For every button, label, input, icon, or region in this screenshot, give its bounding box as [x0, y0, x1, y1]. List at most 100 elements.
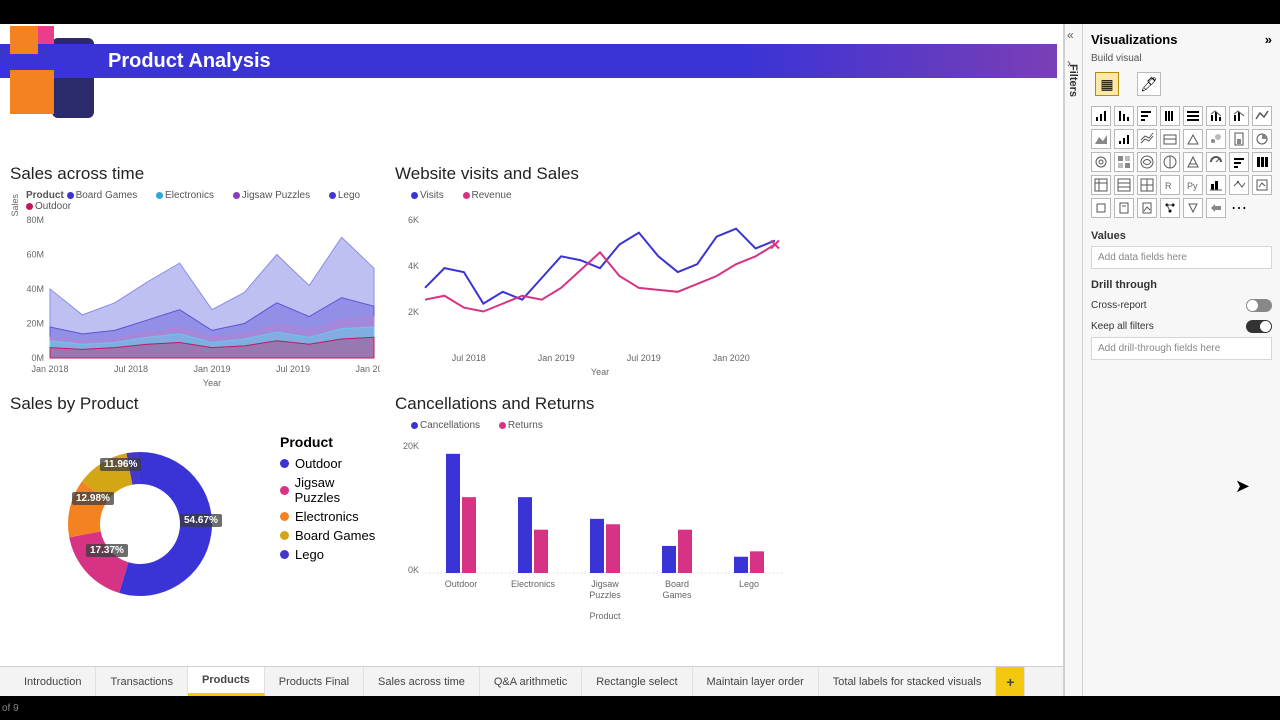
chart-title: Cancellations and Returns [395, 394, 795, 414]
expand-icon[interactable]: » [1265, 32, 1272, 47]
svg-text:4K: 4K [408, 261, 419, 271]
build-visual-icon[interactable]: ▦ [1095, 72, 1119, 96]
viz-type-icon[interactable] [1114, 175, 1134, 195]
chart-legend: Cancellations Returns [411, 420, 795, 431]
viz-type-icon[interactable] [1091, 106, 1111, 126]
svg-text:80M: 80M [26, 215, 44, 225]
svg-text:Year: Year [591, 367, 609, 377]
svg-text:Jan 2020: Jan 2020 [355, 364, 380, 374]
svg-text:Jan 2020: Jan 2020 [713, 353, 750, 363]
page-tabs: IntroductionTransactionsProductsProducts… [0, 666, 1063, 696]
viz-type-icon[interactable] [1137, 106, 1157, 126]
viz-type-icon[interactable] [1091, 198, 1111, 218]
viz-type-icon[interactable] [1183, 152, 1203, 172]
visualizations-pane: Visualizations » Build visual ▦ 🖊 RPy⋯ V… [1082, 24, 1280, 696]
svg-text:Games: Games [662, 590, 692, 600]
values-well[interactable]: Add data fields here [1091, 246, 1272, 269]
viz-type-icon[interactable] [1229, 129, 1249, 149]
svg-text:Electronics: Electronics [511, 579, 556, 589]
svg-text:0K: 0K [408, 565, 419, 575]
viz-type-icon[interactable] [1229, 175, 1249, 195]
svg-text:Jigsaw: Jigsaw [591, 579, 619, 589]
viz-type-icon[interactable] [1183, 129, 1203, 149]
values-label: Values [1091, 230, 1272, 242]
svg-text:2K: 2K [408, 307, 419, 317]
viz-type-icon[interactable] [1160, 198, 1180, 218]
svg-text:40M: 40M [26, 284, 44, 294]
viz-type-icon[interactable] [1137, 152, 1157, 172]
viz-type-icon[interactable] [1114, 106, 1134, 126]
svg-text:Jan 2019: Jan 2019 [193, 364, 230, 374]
viz-type-icon[interactable] [1229, 152, 1249, 172]
clustered-bar-chart: 20K0KOutdoorElectronicsJigsawPuzzlesBoar… [395, 433, 795, 623]
page-tab[interactable]: Sales across time [364, 667, 480, 696]
viz-type-icon[interactable] [1114, 152, 1134, 172]
viz-type-icon[interactable] [1206, 175, 1226, 195]
viz-type-icon[interactable] [1137, 129, 1157, 149]
chart-title: Website visits and Sales [395, 164, 785, 184]
svg-text:6K: 6K [408, 215, 419, 225]
viz-type-icon[interactable] [1137, 198, 1157, 218]
format-visual-icon[interactable]: 🖊 [1137, 72, 1161, 96]
donut-chart [10, 414, 220, 604]
svg-text:Year: Year [203, 378, 221, 388]
page-status: of 9 [2, 703, 19, 714]
page-tab[interactable]: Rectangle select [582, 667, 692, 696]
viz-type-icon[interactable] [1160, 106, 1180, 126]
viz-type-icon[interactable]: Py [1183, 175, 1203, 195]
chart-title: Sales across time [10, 164, 380, 184]
viz-type-icon[interactable] [1091, 152, 1111, 172]
keep-filters-toggle[interactable] [1246, 320, 1272, 333]
filters-pane-collapsed[interactable]: « › Filters [1064, 24, 1082, 696]
donut-legend: Product Outdoor Jigsaw Puzzles Electroni… [280, 434, 380, 566]
svg-text:60M: 60M [26, 250, 44, 260]
viz-type-icon[interactable] [1252, 152, 1272, 172]
page-tab[interactable]: Products [188, 667, 265, 696]
chart-title: Sales by Product [10, 394, 380, 414]
viz-type-icon[interactable] [1091, 175, 1111, 195]
page-tab[interactable]: Total labels for stacked visuals [819, 667, 997, 696]
viz-type-icon[interactable] [1229, 106, 1249, 126]
svg-text:Board: Board [665, 579, 689, 589]
viz-type-icon[interactable] [1183, 106, 1203, 126]
viz-type-icon[interactable] [1252, 129, 1272, 149]
viz-type-icon[interactable] [1160, 129, 1180, 149]
viz-type-icon[interactable] [1252, 106, 1272, 126]
chart-sales-by-product[interactable]: Sales by Product 54.67% 17.37% 12.98% 11… [10, 394, 380, 624]
page-tab[interactable]: Products Final [265, 667, 364, 696]
viz-type-icon[interactable] [1137, 175, 1157, 195]
page-tab[interactable]: Maintain layer order [693, 667, 819, 696]
viz-type-icon[interactable] [1114, 129, 1134, 149]
viz-type-icon[interactable] [1091, 129, 1111, 149]
more-visuals-icon[interactable]: ⋯ [1229, 198, 1249, 218]
filters-label: Filters [1067, 64, 1079, 97]
viz-type-icon[interactable] [1206, 152, 1226, 172]
area-chart: 80M60M40M20M0MJan 2018Jul 2018Jan 2019Ju… [10, 214, 380, 394]
svg-text:20M: 20M [26, 319, 44, 329]
page-tab[interactable]: Transactions [96, 667, 188, 696]
svg-text:Jul 2019: Jul 2019 [276, 364, 310, 374]
page-tab[interactable]: Q&A arithmetic [480, 667, 582, 696]
viz-type-icon[interactable] [1206, 129, 1226, 149]
cross-report-toggle[interactable] [1246, 299, 1272, 312]
visualization-gallery: RPy ⋯ [1089, 104, 1274, 220]
viz-type-icon[interactable] [1114, 198, 1134, 218]
svg-text:20K: 20K [403, 441, 419, 451]
chart-website-visits[interactable]: Website visits and Sales Visits Revenue … [395, 164, 785, 394]
page-title: Product Analysis [108, 50, 271, 72]
viz-type-icon[interactable]: R [1160, 175, 1180, 195]
drillthrough-label: Drill through [1091, 279, 1272, 291]
chart-sales-across-time[interactable]: Sales across time Product Board Games El… [10, 164, 380, 394]
viz-type-icon[interactable] [1252, 175, 1272, 195]
add-page-button[interactable]: + [996, 667, 1025, 696]
viz-type-icon[interactable] [1206, 106, 1226, 126]
collapse-icon[interactable]: « [1067, 28, 1074, 42]
viz-type-icon[interactable] [1183, 198, 1203, 218]
drillthrough-well[interactable]: Add drill-through fields here [1091, 337, 1272, 360]
chart-cancellations-returns[interactable]: Cancellations and Returns Cancellations … [395, 394, 795, 634]
chart-legend: Product Board Games Electronics Jigsaw P… [26, 190, 380, 212]
page-tab[interactable]: Introduction [10, 667, 96, 696]
viz-type-icon[interactable] [1160, 152, 1180, 172]
viz-type-icon[interactable] [1206, 198, 1226, 218]
chart-legend: Visits Revenue [411, 190, 785, 201]
